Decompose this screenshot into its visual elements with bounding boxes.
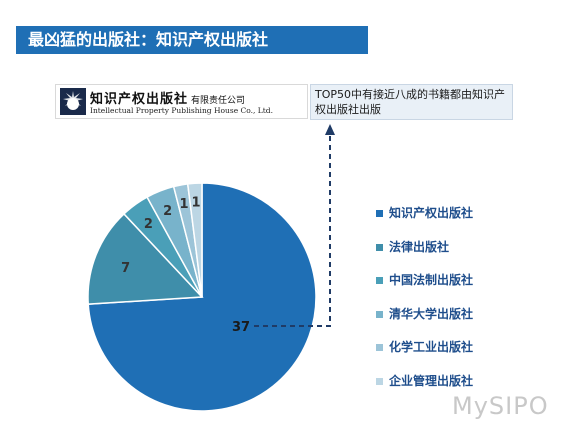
legend-label: 化学工业出版社 <box>389 340 474 354</box>
pie-slices <box>87 182 317 412</box>
data-label-huaxuegongye: 1 <box>180 197 189 212</box>
data-label-qiyeguanli: 1 <box>191 195 200 210</box>
legend-swatch <box>376 210 383 217</box>
logo-chinese-name: 知识产权出版社 有限责任公司 <box>90 88 245 107</box>
data-label-qinghuadaxue: 2 <box>163 204 172 219</box>
legend-swatch <box>376 243 383 251</box>
callout-arrowhead <box>325 124 335 135</box>
legend-swatch <box>376 377 383 385</box>
data-label-zhongguofazhi: 2 <box>144 217 153 232</box>
legend-label: 企业管理出版社 <box>389 373 474 388</box>
legend-swatch <box>376 310 383 318</box>
slide-title: 最凶猛的出版社：知识产权出版社 <box>16 26 368 54</box>
legend-label: 清华大学出版社 <box>389 306 474 321</box>
logo-suffix-cn: 有限责任公司 <box>191 96 246 106</box>
logo-english-name: Intellectual Property Publishing House C… <box>90 106 273 115</box>
logo-name-cn: 知识产权出版社 <box>90 92 189 107</box>
data-label-zhishichanquan: 37 <box>232 320 250 335</box>
publisher-logo: 知识产权出版社 有限责任公司 Intellectual Property Publ… <box>55 84 308 119</box>
legend-label: 法律出版社 <box>389 239 450 254</box>
annotation-note: TOP50中有接近八成的书籍都由知识产权出版社出版 <box>310 84 513 120</box>
callout-line <box>254 134 331 327</box>
legend-label: 中国法制出版社 <box>389 273 474 287</box>
logo-emblem-icon <box>60 88 86 115</box>
pie-slice-qiyeguanli <box>186 182 203 298</box>
legend-swatch <box>376 277 383 284</box>
watermark: MySIPO <box>452 392 549 420</box>
legend-label: 知识产权出版社 <box>389 206 474 220</box>
data-label-falv: 7 <box>121 261 130 276</box>
callout-connector <box>254 124 335 327</box>
legend-swatch <box>376 344 383 351</box>
pie-slice-falv <box>87 212 204 305</box>
